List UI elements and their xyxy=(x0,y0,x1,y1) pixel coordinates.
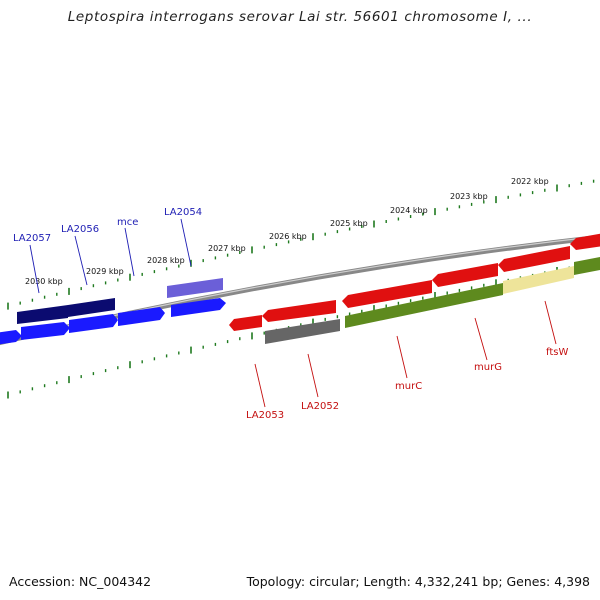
leader-lines xyxy=(29,218,557,408)
tick-label: 2027 kbp xyxy=(208,244,246,253)
gene-rev[interactable] xyxy=(498,246,570,272)
gene-label-ftsw[interactable]: ftsW xyxy=(546,347,568,358)
gene-rev-grey[interactable] xyxy=(265,319,340,344)
gene-label-la2056[interactable]: LA2056 xyxy=(61,224,99,235)
gene-fwd[interactable] xyxy=(171,298,226,317)
map-title: Leptospira interrogans serovar Lai str. … xyxy=(67,9,533,25)
gene-label-mce[interactable]: mce xyxy=(117,217,138,228)
tick-label: 2022 kbp xyxy=(511,177,549,186)
gene-rev[interactable] xyxy=(570,232,600,250)
accession-value: NC_004342 xyxy=(79,574,152,589)
accession-label: Accession: xyxy=(9,574,76,589)
gene-fwd-dark[interactable] xyxy=(68,298,115,317)
gene-rev-yellow[interactable] xyxy=(503,266,574,294)
gene-rev[interactable] xyxy=(262,300,336,322)
tick-label: 2026 kbp xyxy=(269,232,307,241)
length-value: 4,332,241 bp xyxy=(414,574,499,589)
genes-value: 4,398 xyxy=(554,574,590,589)
gene-fwd[interactable] xyxy=(0,330,22,345)
accession-info: Accession: NC_004342 xyxy=(9,574,151,589)
gene-rev-olive[interactable] xyxy=(345,283,503,328)
length-label: Length: xyxy=(363,574,411,589)
reverse-strand-genes xyxy=(229,232,600,344)
gene-label-murg[interactable]: murG xyxy=(474,362,502,373)
gene-fwd[interactable] xyxy=(69,314,118,333)
gene-rev[interactable] xyxy=(432,263,498,287)
gene-fwd[interactable] xyxy=(118,307,165,326)
gene-fwd[interactable] xyxy=(21,322,70,340)
gene-label-murc[interactable]: murC xyxy=(395,381,422,392)
topology-value: circular xyxy=(309,574,356,589)
gene-rev[interactable] xyxy=(342,280,432,308)
gene-labels: LA2057 LA2056 mce LA2054 LA2053 LA2052 m… xyxy=(13,207,568,421)
tick-label: 2028 kbp xyxy=(147,256,185,265)
gene-rev-olive[interactable] xyxy=(574,255,600,275)
tick-labels: 2030 kbp 2029 kbp 2028 kbp 2027 kbp 2026… xyxy=(25,177,549,286)
gene-label-la2052[interactable]: LA2052 xyxy=(301,401,339,412)
tick-label: 2023 kbp xyxy=(450,192,488,201)
tick-label: 2029 kbp xyxy=(86,267,124,276)
gene-fwd-light[interactable] xyxy=(167,278,223,298)
gene-label-la2054[interactable]: LA2054 xyxy=(164,207,202,218)
gene-label-la2057[interactable]: LA2057 xyxy=(13,233,51,244)
gene-fwd-dark[interactable] xyxy=(17,305,68,324)
gene-rev[interactable] xyxy=(229,315,262,331)
gene-label-la2053[interactable]: LA2053 xyxy=(246,410,284,421)
tick-label: 2025 kbp xyxy=(330,219,368,228)
topology-label: Topology: xyxy=(246,574,306,589)
forward-strand-genes xyxy=(0,278,226,345)
tick-label: 2024 kbp xyxy=(390,206,428,215)
tick-label: 2030 kbp xyxy=(25,277,63,286)
genes-label: Genes: xyxy=(506,574,551,589)
genome-stats: Topology: circular; Length: 4,332,241 bp… xyxy=(246,574,590,589)
